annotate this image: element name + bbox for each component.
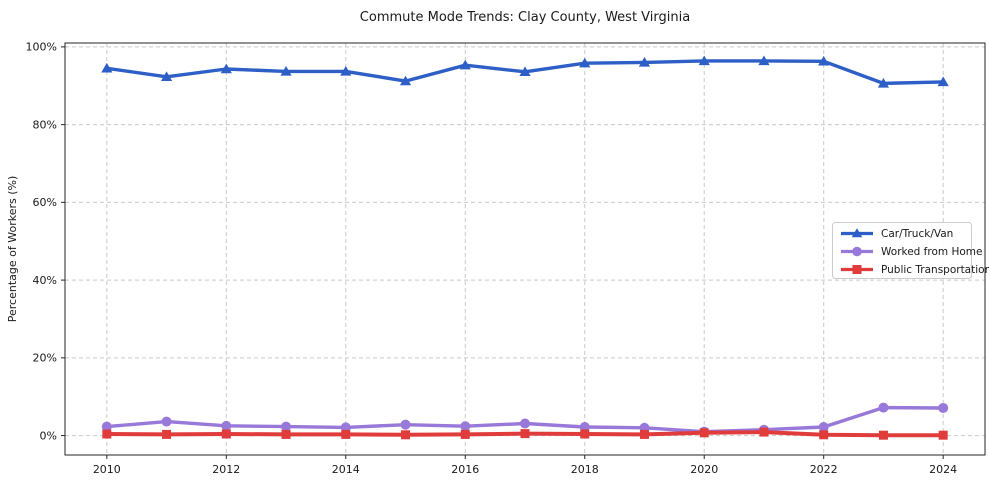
legend-box — [832, 222, 972, 279]
x-tick-label-2010: 2010 — [93, 463, 121, 476]
axis-ticks: 2010 2012 2014 2016 2018 2020 2022 2024 0% 20% 40%… — [26, 41, 958, 476]
triangle-marker-icon — [851, 228, 863, 238]
marker-car-truck-van-2022 — [818, 55, 830, 66]
x-tick-label-2022: 2022 — [810, 463, 838, 476]
x-tick-label-2018: 2018 — [571, 463, 599, 476]
marker-worked-from-home-2015 — [400, 419, 411, 430]
x-tick-label-2020: 2020 — [690, 463, 718, 476]
marker-public-transportation-2011 — [162, 429, 172, 439]
legend: Car/Truck/Van Worked from Home Public Tr… — [832, 222, 989, 279]
marker-worked-from-home-2013 — [281, 421, 292, 432]
square-marker-icon — [852, 265, 862, 274]
y-tick-label-80: 80% — [33, 118, 57, 131]
marker-worked-from-home-2010 — [101, 421, 112, 432]
marker-car-truck-van-2011 — [160, 71, 173, 82]
legend-label: Public Transportation — [881, 264, 989, 276]
y-tick-label-100: 100% — [26, 41, 57, 54]
marker-public-transportation-2016 — [460, 429, 470, 439]
marker-worked-from-home-2017 — [520, 418, 530, 429]
legend-item-public-transportation: Public Transportation — [841, 264, 989, 276]
x-tick-label-2012: 2012 — [212, 463, 240, 476]
legend-label: Worked from Home — [881, 246, 982, 258]
marker-public-transportation-2013 — [281, 429, 291, 439]
marker-worked-from-home-2023 — [878, 402, 889, 413]
marker-public-transportation-2021 — [759, 427, 769, 437]
marker-public-transportation-2018 — [580, 429, 590, 439]
marker-car-truck-van-2015 — [399, 75, 412, 86]
plot-border — [64, 42, 986, 456]
x-tick-label-2024: 2024 — [929, 463, 957, 476]
legend-item-car-truck-van: Car/Truck/Van — [841, 228, 953, 240]
marker-public-transportation-2017 — [520, 429, 530, 439]
y-tick-label-20: 20% — [33, 352, 57, 365]
marker-public-transportation-2014 — [341, 429, 351, 439]
y-tick-label-40: 40% — [33, 274, 57, 287]
y-tick-label-0: 0% — [40, 429, 57, 442]
y-tick-label-60: 60% — [33, 196, 57, 209]
circle-marker-icon — [852, 246, 862, 257]
marker-public-transportation-2020 — [699, 428, 709, 438]
y-axis-label: Percentage of Workers (%) — [6, 176, 19, 323]
marker-public-transportation-2022 — [819, 430, 829, 440]
marker-worked-from-home-2011 — [161, 416, 172, 427]
marker-public-transportation-2023 — [878, 430, 888, 440]
marker-car-truck-van-2023 — [877, 78, 890, 88]
chart-title: Commute Mode Trends: Clay County, West V… — [360, 10, 690, 25]
marker-worked-from-home-2024 — [938, 402, 949, 413]
marker-worked-from-home-2016 — [460, 421, 471, 432]
marker-car-truck-van-2014 — [340, 65, 352, 76]
x-tick-label-2014: 2014 — [332, 463, 360, 476]
marker-public-transportation-2015 — [401, 430, 411, 440]
x-tick-label-2016: 2016 — [451, 463, 479, 476]
marker-public-transportation-2019 — [639, 429, 649, 439]
marker-car-truck-van-2021 — [758, 55, 770, 66]
marker-worked-from-home-2022 — [818, 422, 829, 433]
legend-label: Car/Truck/Van — [881, 228, 953, 240]
marker-worked-from-home-2012 — [221, 420, 232, 431]
marker-car-truck-van-2020 — [698, 55, 710, 66]
marker-car-truck-van-2019 — [638, 57, 651, 67]
data-series — [101, 55, 949, 440]
marker-car-truck-van-2010 — [101, 62, 113, 73]
marker-car-truck-van-2018 — [579, 57, 591, 68]
marker-car-truck-van-2016 — [459, 59, 471, 70]
marker-car-truck-van-2012 — [220, 63, 232, 74]
marker-public-transportation-2024 — [938, 430, 948, 440]
marker-public-transportation-2010 — [102, 429, 112, 439]
marker-car-truck-van-2013 — [280, 65, 292, 76]
marker-car-truck-van-2024 — [937, 76, 949, 87]
marker-car-truck-van-2017 — [519, 66, 531, 76]
legend-item-worked-from-home: Worked from Home — [841, 246, 982, 258]
marker-public-transportation-2012 — [221, 429, 231, 439]
